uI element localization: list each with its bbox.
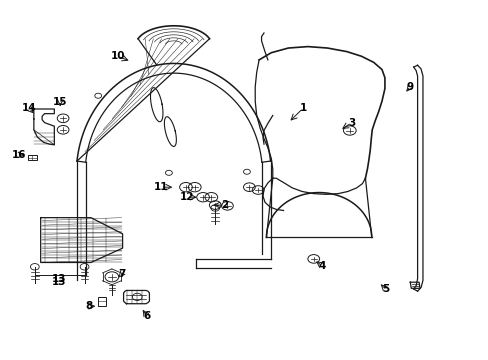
Text: 5: 5 [382, 284, 389, 294]
Text: 2: 2 [221, 200, 228, 210]
Text: 9: 9 [406, 82, 413, 92]
Text: 6: 6 [143, 311, 150, 321]
Text: 4: 4 [318, 261, 325, 271]
Text: 14: 14 [21, 103, 36, 113]
Text: 13: 13 [52, 274, 66, 284]
Text: 13: 13 [52, 277, 66, 287]
Text: 12: 12 [180, 192, 194, 202]
Text: 16: 16 [12, 150, 26, 160]
Text: 15: 15 [53, 97, 67, 107]
Text: 11: 11 [153, 182, 167, 192]
Bar [27, 155, 37, 160]
Text: 7: 7 [118, 269, 125, 279]
Text: 10: 10 [110, 51, 125, 61]
Text: 8: 8 [85, 301, 93, 311]
Text: 1: 1 [299, 103, 306, 113]
Text: 3: 3 [347, 118, 355, 128]
Bar [98, 297, 106, 306]
